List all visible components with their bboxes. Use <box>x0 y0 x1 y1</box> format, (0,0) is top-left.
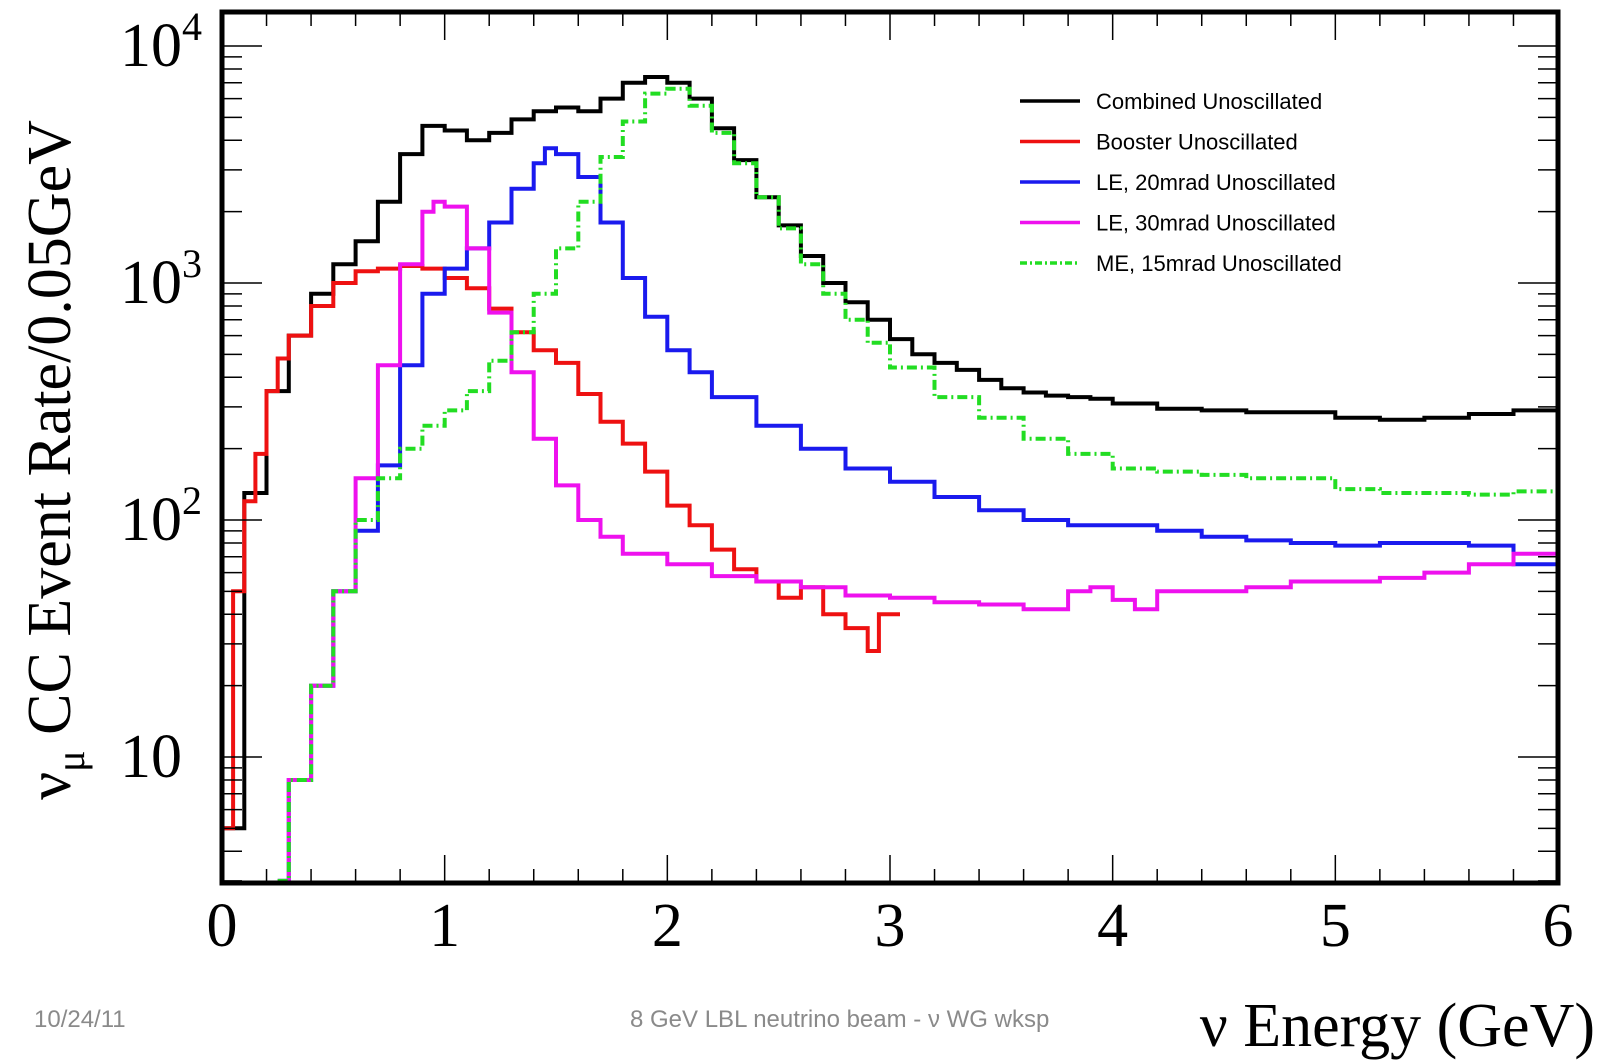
legend-label-1: Combined Unoscillated <box>1096 89 1322 114</box>
x-tick-label: 3 <box>875 892 906 960</box>
x-tick-label: 6 <box>1543 892 1574 960</box>
series-line-1 <box>222 75 1558 831</box>
y-tick-label: 104 <box>120 4 202 80</box>
x-tick-label: 2 <box>652 892 683 960</box>
y-axis-title-rest: CC Event Rate/0.05GeV <box>16 120 84 750</box>
series-layer <box>222 75 1558 883</box>
series-line-4 <box>277 199 1558 883</box>
y-tick-label: 102 <box>120 478 202 554</box>
y-tick-label: 10 <box>120 723 182 791</box>
x-tick-label: 4 <box>1097 892 1128 960</box>
y-axis-title: νμ CC Event Rate/0.05GeV <box>16 120 93 800</box>
x-tick-label: 5 <box>1320 892 1351 960</box>
footer-date: 10/24/11 <box>34 1006 126 1033</box>
footer-text: 8 GeV LBL neutrino beam - ν WG wksp <box>630 1006 1050 1033</box>
legend-label-4: LE, 30mrad Unoscillated <box>1096 211 1336 236</box>
legend-label-5: ME, 15mrad Unoscillated <box>1096 251 1342 276</box>
x-axis-title: ν Energy (GeV) <box>1200 992 1595 1060</box>
x-tick-label: 1 <box>429 892 460 960</box>
legend-label-3: LE, 20mrad Unoscillated <box>1096 170 1336 195</box>
plot-frame <box>219 9 1561 886</box>
series-line-3 <box>277 146 1558 883</box>
series-line-5 <box>277 86 1558 883</box>
series-line-2 <box>222 264 900 831</box>
x-tick-label: 0 <box>207 892 238 960</box>
y-tick-label: 103 <box>120 241 202 317</box>
legend-label-2: Booster Unoscillated <box>1096 130 1298 155</box>
y-axis-title-prefix: ν <box>16 772 84 800</box>
legend: Combined Unoscillated Booster Unoscillate… <box>1020 89 1342 276</box>
tick-labels: 0 1 2 3 4 5 6 10 102 103 104 <box>120 4 1574 960</box>
y-axis-title-subscript: μ <box>48 750 93 771</box>
